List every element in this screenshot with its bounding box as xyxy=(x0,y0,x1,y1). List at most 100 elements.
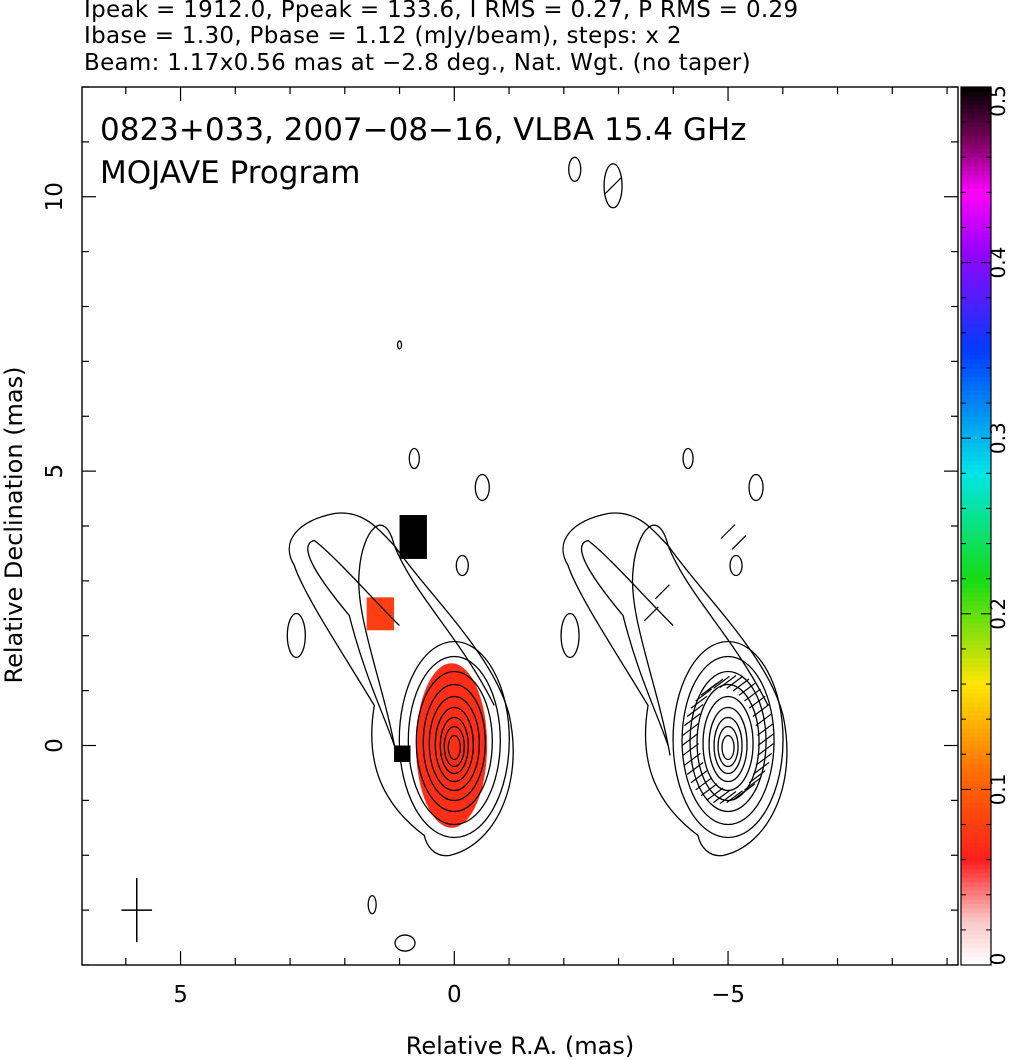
colorbar-cell-197 xyxy=(961,100,991,106)
left-core-contour-6 xyxy=(434,706,474,783)
colorbar-cell-125 xyxy=(961,416,991,422)
colorbar-cell-114 xyxy=(961,464,991,470)
colorbar-cell-1 xyxy=(961,960,991,966)
evpa-tick-core-28 xyxy=(719,675,737,688)
colorbar-cell-59 xyxy=(961,705,991,711)
colorbar-cell-112 xyxy=(961,473,991,479)
evpa-tick-core-1 xyxy=(757,733,775,746)
colorbar-cell-159 xyxy=(961,266,991,272)
colorbar-cell-46 xyxy=(961,763,991,769)
colorbar-cell-14 xyxy=(961,903,991,909)
colorbar-cell-71 xyxy=(961,653,991,659)
evpa-tick-jet-1 xyxy=(731,535,747,550)
evpa-tick-jet-4 xyxy=(654,584,670,600)
colorbar-cell-102 xyxy=(961,517,991,523)
colorbar xyxy=(960,86,992,966)
colorbar-cell-172 xyxy=(961,209,991,215)
colorbar-cell-152 xyxy=(961,297,991,303)
evpa-tick-core-6 xyxy=(744,777,761,791)
colorbar-cell-30 xyxy=(961,833,991,839)
colorbar-cell-128 xyxy=(961,403,991,409)
evpa-tick-core-11 xyxy=(713,790,730,804)
colorbar-cell-177 xyxy=(961,187,991,193)
colorbar-cell-35 xyxy=(961,811,991,817)
colorbar-cell-50 xyxy=(961,745,991,751)
colorbar-cell-3 xyxy=(961,951,991,957)
y-tick-label-2: 5 xyxy=(42,464,68,479)
right-knot-contour-left xyxy=(560,612,580,659)
colorbar-cell-65 xyxy=(961,679,991,685)
colorbar-cell-169 xyxy=(961,223,991,229)
x-tick-label-2: 0 xyxy=(447,982,462,1008)
colorbar-cell-20 xyxy=(961,877,991,883)
colorbar-cell-178 xyxy=(961,183,991,189)
colorbar-cell-11 xyxy=(961,916,991,922)
colorbar-cell-62 xyxy=(961,692,991,698)
colorbar-cell-162 xyxy=(961,253,991,259)
colorbar-cell-26 xyxy=(961,850,991,856)
colorbar-tick-label-3: 0.2 xyxy=(986,598,1010,630)
colorbar-cell-67 xyxy=(961,670,991,676)
colorbar-cell-69 xyxy=(961,662,991,668)
colorbar-cell-18 xyxy=(961,885,991,891)
colorbar-cell-89 xyxy=(961,574,991,580)
colorbar-cell-111 xyxy=(961,477,991,483)
x-tick-label-3: −5 xyxy=(711,982,745,1008)
colorbar-cell-28 xyxy=(961,842,991,848)
colorbar-cell-101 xyxy=(961,521,991,527)
colorbar-frame xyxy=(960,86,992,966)
colorbar-cell-53 xyxy=(961,732,991,738)
colorbar-cell-146 xyxy=(961,324,991,330)
left-core-contour-2 xyxy=(407,655,501,826)
evpa-tick-jet-3 xyxy=(643,606,659,622)
colorbar-cell-130 xyxy=(961,394,991,400)
left-knot-contour-top xyxy=(408,447,420,470)
right-knot-contour-right xyxy=(748,473,764,502)
colorbar-cell-51 xyxy=(961,741,991,747)
right-knot-contour-small xyxy=(729,554,743,577)
evpa-tick-core-5 xyxy=(748,770,766,784)
colorbar-cell-147 xyxy=(961,319,991,325)
colorbar-cell-16 xyxy=(961,894,991,900)
evpa-tick-core-31 xyxy=(738,682,756,696)
colorbar-cell-87 xyxy=(961,583,991,589)
colorbar-cell-97 xyxy=(961,539,991,545)
colorbar-cell-154 xyxy=(961,288,991,294)
colorbar-cell-198 xyxy=(961,95,991,101)
evpa-tick-core-3 xyxy=(755,752,773,766)
colorbar-cell-72 xyxy=(961,648,991,654)
colorbar-cell-118 xyxy=(961,446,991,452)
colorbar-cell-5 xyxy=(961,943,991,949)
colorbar-cell-163 xyxy=(961,249,991,255)
colorbar-cell-45 xyxy=(961,767,991,773)
plot-area xyxy=(82,87,958,965)
evpa-tick-core-2 xyxy=(757,743,774,757)
colorbar-cell-194 xyxy=(961,113,991,119)
colorbar-cell-145 xyxy=(961,328,991,334)
colorbar-cell-182 xyxy=(961,166,991,172)
colorbar-cell-133 xyxy=(961,381,991,387)
colorbar-cell-68 xyxy=(961,666,991,672)
colorbar-cell-60 xyxy=(961,701,991,707)
colorbar-cell-27 xyxy=(961,846,991,852)
colorbar-cell-52 xyxy=(961,736,991,742)
evpa-tick-core-35 xyxy=(755,713,773,727)
colorbar-cell-144 xyxy=(961,332,991,338)
noise-contour-4 xyxy=(367,894,377,915)
colorbar-cell-99 xyxy=(961,530,991,536)
colorbar-cell-33 xyxy=(961,820,991,826)
colorbar-cell-183 xyxy=(961,161,991,167)
colorbar-cell-7 xyxy=(961,934,991,940)
colorbar-cell-156 xyxy=(961,280,991,286)
colorbar-cell-92 xyxy=(961,561,991,567)
colorbar-tick-label-1: 0 xyxy=(986,953,1010,966)
colorbar-cell-141 xyxy=(961,346,991,351)
evpa-tick-core-29 xyxy=(726,675,744,689)
evpa-tick-noise xyxy=(604,177,622,195)
evpa-tick-jet-2 xyxy=(720,524,736,539)
right-core-contour-1 xyxy=(672,640,784,839)
y-axis-label: Relative Declination (mas) xyxy=(0,366,28,683)
colorbar-cell-171 xyxy=(961,214,991,220)
colorbar-cell-121 xyxy=(961,433,991,439)
colorbar-cell-193 xyxy=(961,117,991,123)
